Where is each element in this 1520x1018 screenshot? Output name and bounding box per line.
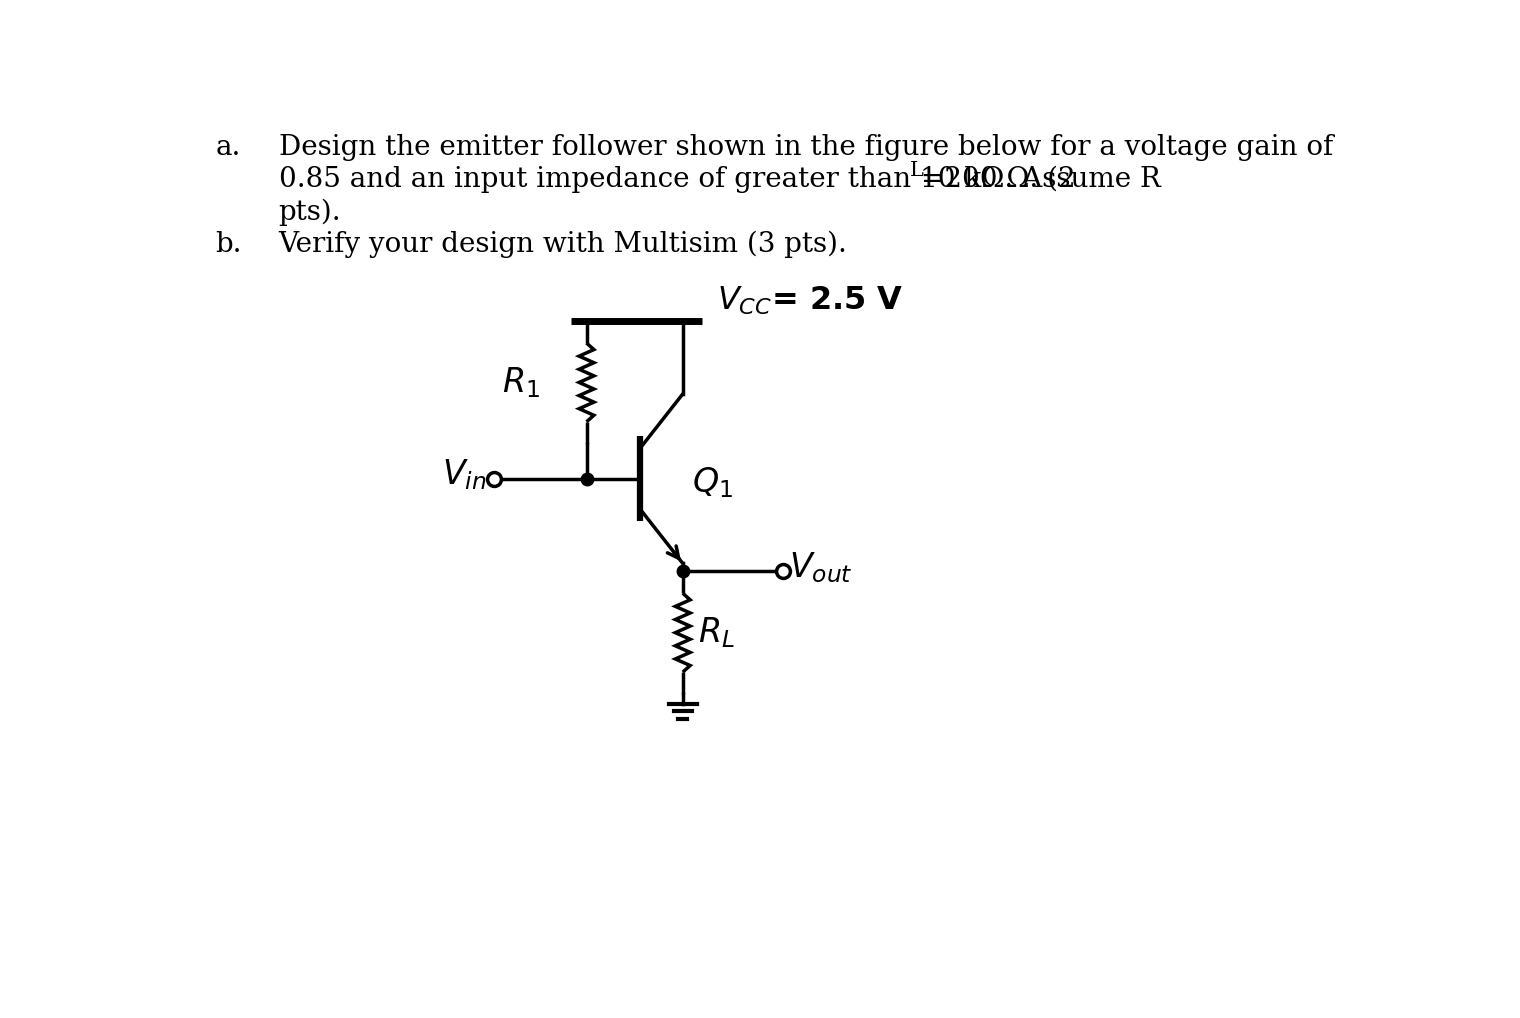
Text: $\mathit{V}_{CC}$= 2.5 V: $\mathit{V}_{CC}$= 2.5 V <box>717 285 904 317</box>
Text: =200 Ω. (2: =200 Ω. (2 <box>921 166 1075 193</box>
Text: Verify your design with Multisim (3 pts).: Verify your design with Multisim (3 pts)… <box>278 231 847 259</box>
Text: 0.85 and an input impedance of greater than 10 kΩ. Assume R: 0.85 and an input impedance of greater t… <box>278 166 1160 193</box>
Text: Design the emitter follower shown in the figure below for a voltage gain of: Design the emitter follower shown in the… <box>278 133 1333 161</box>
Text: L: L <box>910 161 924 179</box>
Text: b.: b. <box>216 231 242 258</box>
Text: $\mathit{R}_1$: $\mathit{R}_1$ <box>502 365 540 400</box>
Text: a.: a. <box>216 133 240 161</box>
Text: pts).: pts). <box>278 199 340 226</box>
Text: $\mathit{V}_{in}$: $\mathit{V}_{in}$ <box>442 457 486 492</box>
Text: $\mathit{R}_L$: $\mathit{R}_L$ <box>698 615 736 651</box>
Text: $\mathit{V}_{out}$: $\mathit{V}_{out}$ <box>789 551 853 585</box>
Text: $\mathit{Q}_1$: $\mathit{Q}_1$ <box>692 465 733 500</box>
